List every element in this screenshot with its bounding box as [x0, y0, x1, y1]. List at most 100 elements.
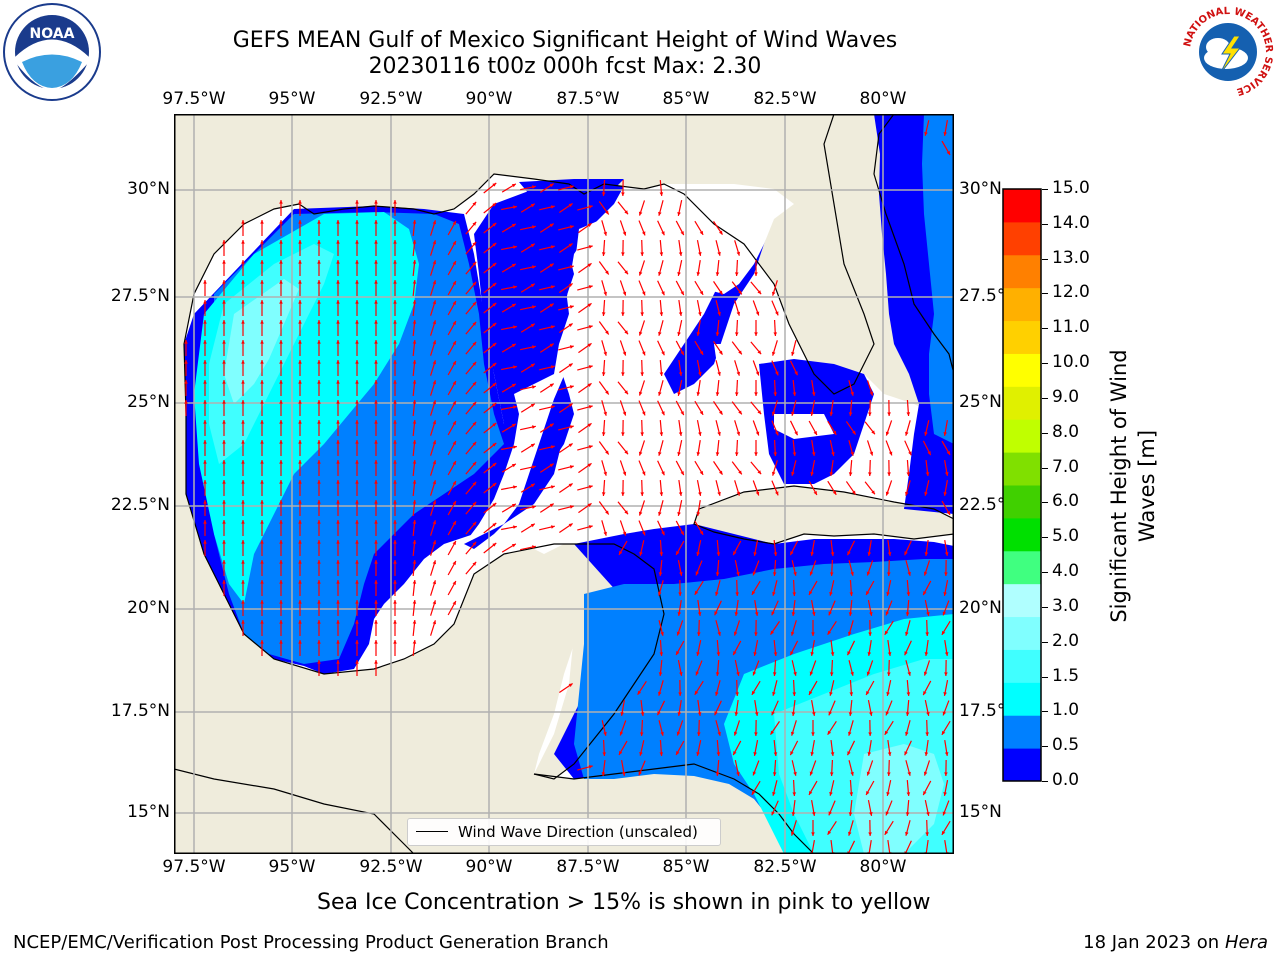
wave-arrow: [465, 561, 477, 575]
colorbar-block: [1003, 419, 1041, 453]
wave-arrow: [884, 620, 894, 636]
wave-arrow: [298, 280, 302, 296]
wave-arrow: [260, 360, 264, 376]
wave-arrow: [734, 599, 739, 617]
wave-arrow: [374, 220, 378, 236]
wave-arrow: [716, 539, 721, 557]
wave-arrow: [734, 699, 739, 717]
wave-arrow: [203, 400, 207, 416]
wave-arrow: [905, 760, 911, 776]
wave-arrow: [829, 559, 834, 577]
wave-arrow: [559, 283, 573, 293]
wave-arrow: [753, 640, 759, 656]
wave-arrow: [598, 261, 610, 275]
wave-arrow: [447, 520, 457, 536]
wave-arrow: [412, 639, 417, 657]
footer-left: NCEP/EMC/Verification Post Processing Pr…: [13, 932, 609, 953]
wave-arrow: [791, 560, 797, 576]
colorbar-tick-mark: [1042, 502, 1048, 504]
wave-arrow: [772, 759, 777, 777]
wave-arrow: [447, 600, 457, 616]
wave-arrow: [943, 120, 948, 136]
lat-label-left: 17.5°N: [110, 701, 170, 721]
wave-arrow: [483, 402, 497, 414]
sea-ice-note: Sea Ice Concentration > 15% is shown in …: [317, 890, 931, 915]
colorbar-tick-label: 1.0: [1052, 700, 1080, 721]
wave-arrow: [577, 485, 593, 491]
wave-arrow: [713, 401, 723, 415]
wave-arrow: [355, 620, 359, 636]
wave-arrow: [374, 480, 378, 496]
wave-arrow: [696, 420, 702, 436]
wave-arrow: [754, 380, 758, 396]
wave-arrow: [942, 700, 950, 716]
wave-arrow: [241, 240, 245, 256]
wave-arrow: [577, 405, 593, 411]
wave-arrow: [355, 300, 359, 316]
wave-arrow: [658, 380, 664, 396]
wave-arrow: [638, 320, 646, 336]
wave-arrow: [675, 640, 685, 656]
wave-arrow: [298, 640, 302, 656]
wave-arrow: [393, 320, 397, 336]
wave-arrow: [412, 239, 417, 257]
wave-arrow: [751, 780, 761, 796]
wave-arrow: [715, 559, 720, 577]
wave-arrow: [884, 720, 894, 736]
wave-arrow: [520, 443, 536, 453]
wave-arrow: [355, 520, 359, 536]
wave-arrow: [279, 420, 283, 436]
wave-arrow: [808, 680, 818, 696]
wave-arrow: [465, 481, 477, 495]
land-cuba: [694, 486, 954, 544]
wave-arrow: [336, 640, 340, 656]
wave-arrow: [695, 560, 703, 576]
wave-arrow: [925, 459, 930, 477]
wave-arrow: [658, 440, 664, 456]
colorbar-tick-mark: [1042, 746, 1048, 748]
wave-arrow: [943, 480, 948, 496]
wave-arrow: [558, 265, 574, 271]
wave-arrow: [601, 179, 606, 197]
wave-arrow: [925, 719, 929, 737]
wave-arrow: [374, 580, 378, 596]
wave-arrow: [298, 340, 302, 356]
wave-arrow: [336, 360, 340, 376]
colorbar-tick-label: 6.0: [1052, 491, 1080, 512]
wave-arrow: [222, 360, 226, 376]
wave-arrow: [868, 399, 872, 417]
wave-arrow: [279, 520, 283, 536]
wave-arrow: [848, 399, 853, 417]
wave-arrow: [886, 780, 892, 796]
wave-arrow: [810, 400, 816, 416]
wave-arrow: [393, 360, 397, 376]
wave-arrow: [539, 485, 555, 491]
wave-arrow: [374, 360, 378, 376]
wave-arrow: [675, 220, 685, 236]
wave-arrow: [447, 300, 457, 316]
wave-arrow: [771, 800, 779, 816]
wave-arrow: [830, 539, 835, 557]
wave-arrow: [694, 340, 704, 356]
colorbar-tick-label: 12.0: [1052, 282, 1090, 303]
lat-label-right: 25°N: [959, 392, 1002, 412]
colorbar-tick-label: 14.0: [1052, 212, 1090, 233]
wave-arrow: [430, 500, 437, 516]
wave-arrow: [848, 699, 853, 717]
wave-arrow: [789, 540, 799, 556]
wave-arrow: [905, 599, 910, 617]
wave-arrow: [754, 260, 758, 276]
lat-label-left: 25°N: [127, 392, 170, 412]
wave-arrow: [465, 541, 477, 555]
wave-arrow: [678, 419, 683, 437]
wave-arrow: [184, 360, 188, 376]
wave-arrow: [578, 342, 592, 354]
wave-arrow: [925, 819, 929, 837]
wave-arrow: [501, 525, 517, 531]
wave-arrow: [559, 483, 573, 493]
wave-arrow: [559, 403, 573, 413]
wave-arrow: [279, 400, 283, 416]
wave-arrow: [203, 300, 207, 316]
wave-arrow: [922, 780, 932, 796]
wave-arrow: [539, 245, 555, 251]
